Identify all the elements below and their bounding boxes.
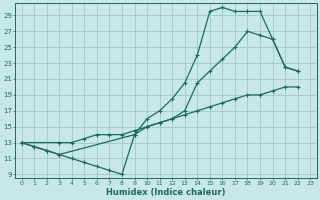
X-axis label: Humidex (Indice chaleur): Humidex (Indice chaleur) xyxy=(106,188,226,197)
